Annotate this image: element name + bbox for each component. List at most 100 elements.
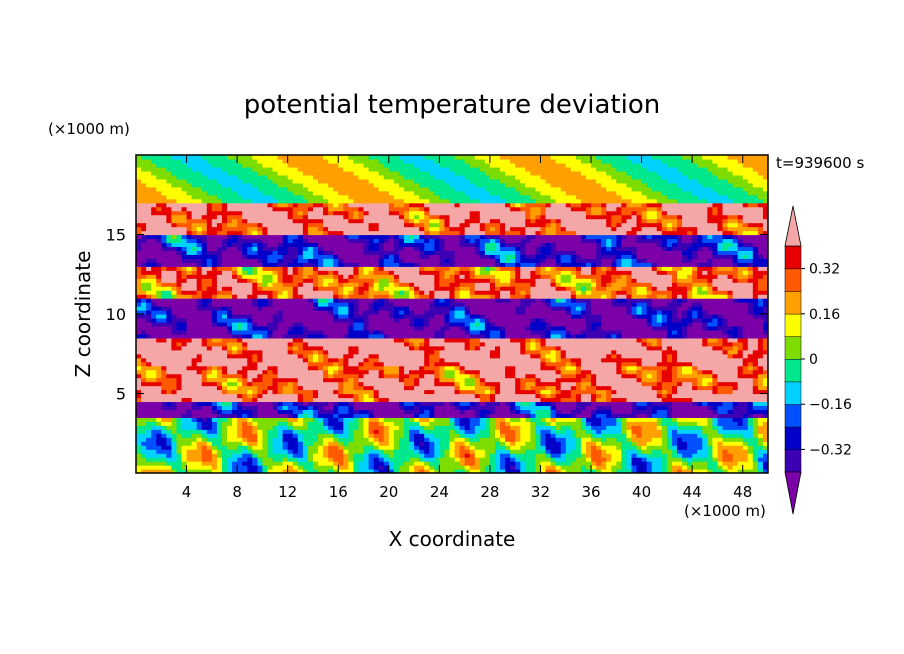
contour-cell (409, 314, 415, 319)
contour-cell (717, 361, 724, 367)
contour-cell (191, 345, 198, 351)
contour-cell (373, 361, 380, 367)
contour-cell (459, 449, 466, 454)
contour-cell (201, 433, 208, 438)
contour-cell (227, 437, 233, 442)
contour-cell (712, 345, 719, 351)
contour-cell (692, 314, 698, 319)
contour-cell (631, 441, 638, 446)
contour-cell (237, 469, 243, 473)
contour-cell (550, 377, 557, 383)
contour-cell (489, 413, 496, 418)
contour-cell (328, 393, 334, 399)
contour-cell (479, 341, 486, 347)
contour-cell (742, 445, 749, 450)
contour-cell (626, 365, 633, 371)
contour-cell (297, 369, 304, 375)
contour-cell (449, 349, 456, 355)
contour-cell (252, 417, 258, 422)
contour-cell (702, 373, 708, 379)
contour-cell (712, 361, 719, 367)
contour-cell (565, 389, 572, 395)
contour-cell (302, 421, 309, 426)
contour-cell (520, 413, 526, 418)
contour-cell (282, 321, 289, 327)
contour-cell (626, 465, 633, 470)
contour-cell (328, 314, 334, 319)
contour-cell (216, 417, 223, 422)
contour-cell (687, 421, 693, 426)
contour-cell (439, 341, 446, 347)
contour-cell (621, 453, 628, 458)
contour-cell (297, 453, 304, 458)
contour-cell (307, 465, 314, 470)
contour-cell (596, 457, 602, 462)
contour-cell (186, 437, 193, 442)
contour-cell (156, 397, 162, 403)
contour-cell (651, 409, 658, 414)
contour-cell (515, 429, 521, 434)
contour-cell (272, 345, 279, 351)
contour-cell (682, 421, 688, 426)
contour-cell (697, 465, 703, 470)
contour-cell (464, 417, 471, 422)
contour-cell (277, 361, 284, 367)
contour-cell (378, 413, 385, 418)
contour-cell (530, 393, 537, 399)
contour-cell (651, 365, 658, 371)
contour-cell (479, 317, 486, 323)
contour-cell (762, 449, 768, 454)
contour-cell (545, 449, 552, 454)
contour-cell (676, 325, 683, 331)
contour-cell (136, 445, 142, 450)
contour-cell (156, 421, 162, 426)
contour-cell (687, 365, 693, 371)
contour-cell (464, 429, 471, 434)
contour-cell (419, 349, 425, 355)
contour-cell (277, 421, 284, 426)
contour-cell (257, 373, 263, 379)
contour-cell (444, 449, 451, 454)
contour-cell (434, 345, 440, 351)
contour-cell (383, 385, 390, 391)
contour-cell (307, 393, 314, 399)
contour-cell (535, 337, 542, 343)
contour-cell (171, 337, 178, 343)
contour-cell (651, 373, 658, 379)
contour-cell (560, 433, 567, 438)
contour-cell (656, 389, 663, 395)
contour-cell (282, 349, 289, 355)
contour-cell (181, 437, 188, 442)
contour-cell (449, 377, 456, 383)
contour-cell (171, 429, 178, 434)
contour-cell (464, 329, 471, 335)
contour-cell (302, 353, 309, 359)
contour-cell (616, 385, 622, 391)
contour-cell (762, 341, 768, 347)
contour-cell (156, 337, 162, 343)
contour-cell (641, 393, 648, 399)
contour-cell (297, 421, 304, 426)
contour-cell (136, 329, 142, 335)
contour-cell (500, 341, 506, 347)
contour-cell (510, 397, 516, 403)
contour-cell (762, 373, 768, 379)
contour-cell (262, 441, 269, 446)
contour-cell (707, 317, 713, 323)
contour-cell (626, 381, 633, 387)
contour-cell (500, 461, 506, 466)
contour-cell (580, 357, 587, 363)
contour-cell (474, 353, 481, 359)
contour-cell (580, 341, 587, 347)
contour-cell (682, 441, 688, 446)
contour-cell (277, 441, 284, 446)
contour-cell (737, 465, 744, 470)
contour-cell (161, 389, 167, 395)
contour-cell (555, 457, 562, 462)
contour-cell (312, 421, 319, 426)
contour-cell (449, 389, 456, 395)
contour-cell (297, 357, 304, 363)
contour-cell (707, 361, 713, 367)
contour-cell (151, 353, 157, 359)
contour-cell (671, 437, 678, 442)
